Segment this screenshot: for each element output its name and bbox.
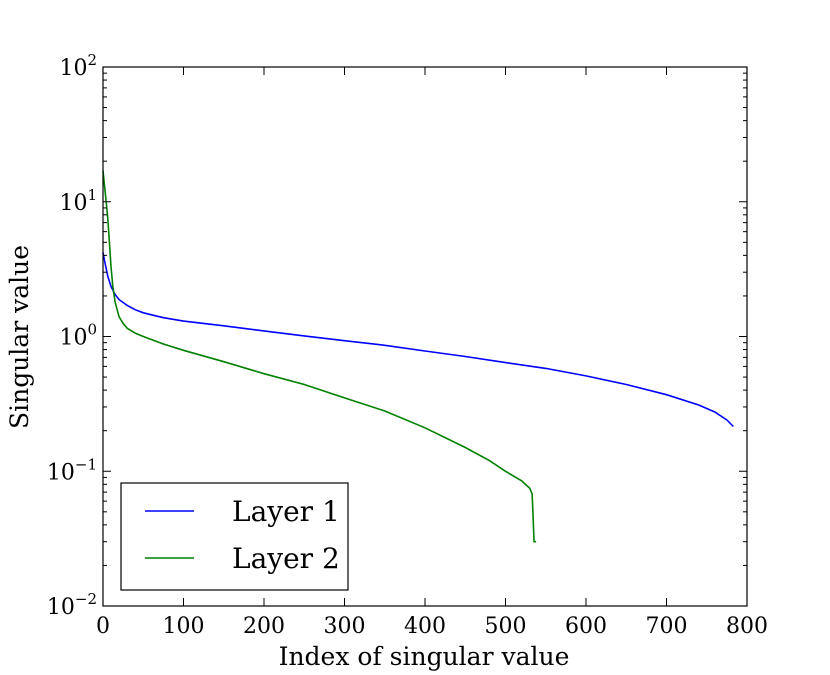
x-tick-label: 600 — [565, 614, 607, 639]
x-tick-label: 800 — [726, 614, 768, 639]
y-tick-base: 10 — [59, 191, 87, 216]
y-tick-exponent: −1 — [75, 455, 97, 473]
x-tick-label: 700 — [646, 614, 688, 639]
legend-label-1: Layer 1 — [232, 495, 340, 528]
y-tick-label: 100 — [59, 321, 97, 351]
x-tick-label: 300 — [324, 614, 366, 639]
y-tick-exponent: −2 — [75, 590, 97, 608]
x-axis-label: Index of singular value — [279, 642, 570, 671]
y-tick-base: 10 — [59, 56, 87, 81]
y-tick-exponent: 2 — [87, 51, 97, 69]
y-tick-label: 10−2 — [47, 590, 97, 620]
series-line-1 — [102, 252, 734, 428]
y-tick-base: 10 — [47, 460, 75, 485]
y-tick-exponent: 0 — [87, 321, 97, 339]
y-tick-base: 10 — [59, 326, 87, 351]
y-tick-label: 10−1 — [47, 455, 97, 485]
y-tick-label: 102 — [59, 51, 97, 81]
legend-label-2: Layer 2 — [232, 542, 340, 575]
x-tick-label: 100 — [163, 614, 205, 639]
lines-layer — [102, 170, 734, 543]
series-line-2 — [102, 170, 537, 543]
x-tick-label: 0 — [96, 614, 110, 639]
x-tick-label: 200 — [243, 614, 285, 639]
ticks-layer: 0 100 200 300 400 500 600 700 80010−210−11001011… — [47, 51, 768, 639]
x-tick-label: 400 — [404, 614, 446, 639]
y-tick-label: 101 — [59, 186, 97, 216]
legend: Layer 1 Layer 2 — [120, 482, 349, 591]
y-axis-label: Singular value — [5, 245, 34, 429]
y-tick-exponent: 1 — [87, 186, 97, 204]
x-tick-label: 500 — [485, 614, 527, 639]
legend-box — [120, 482, 349, 591]
y-tick-base: 10 — [47, 595, 75, 620]
